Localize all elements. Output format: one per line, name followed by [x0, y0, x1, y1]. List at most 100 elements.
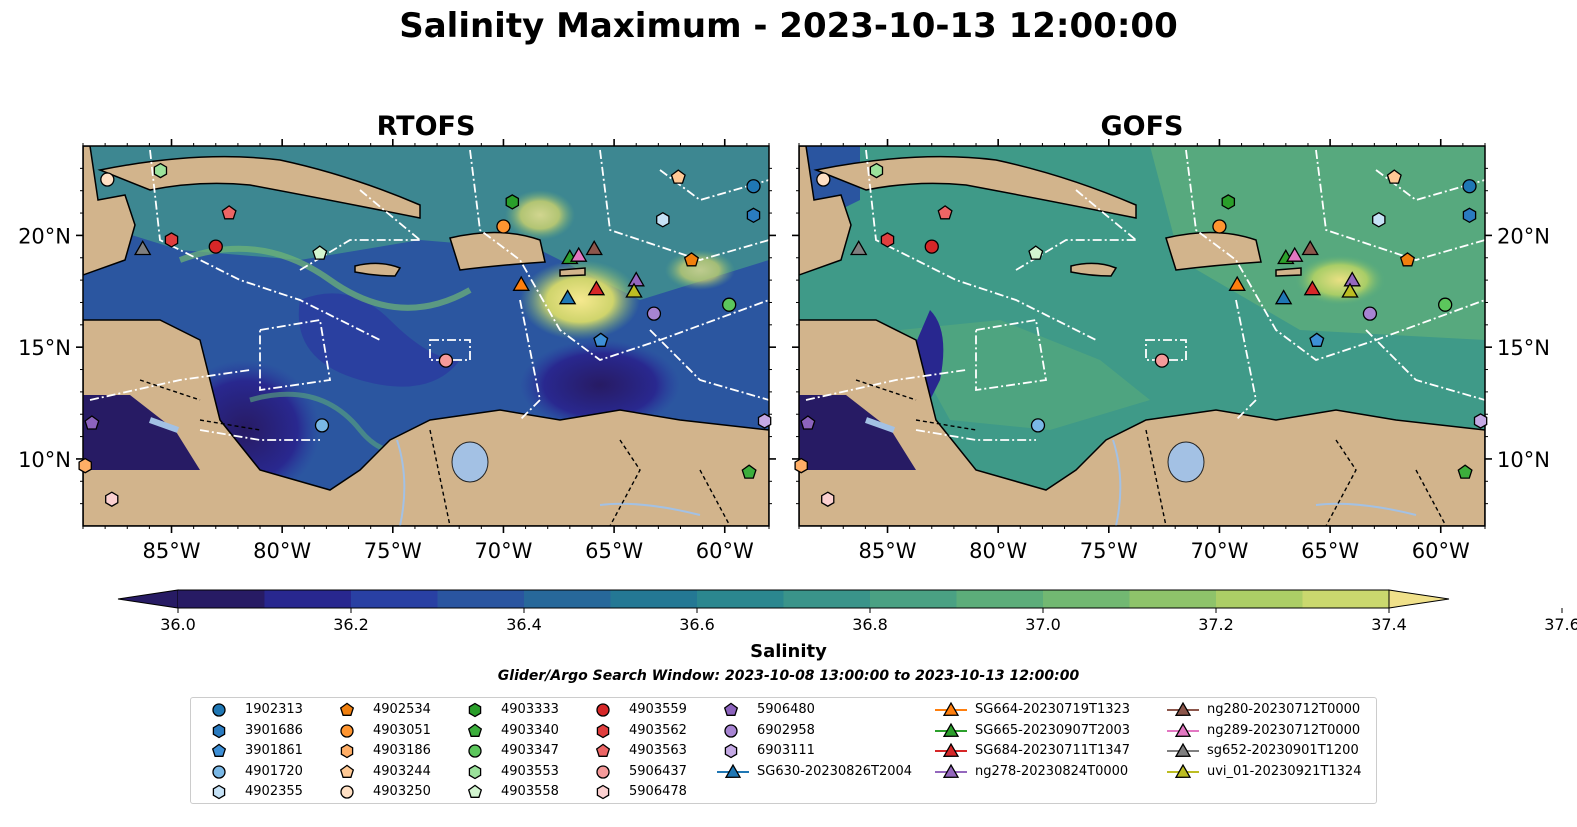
legend-hexagon-icon — [212, 723, 226, 738]
marker-sg664-20230719t1323-gofs — [1228, 275, 1246, 291]
panel-title-gofs: GOFS — [1100, 111, 1184, 142]
marker-4903563-rtofs — [221, 205, 237, 220]
legend-pentagon-icon — [339, 764, 355, 778]
legend-triangle-icon — [1174, 742, 1192, 757]
colorbar-tick-label: 36.4 — [506, 615, 542, 634]
marker-3901686-gofs — [1462, 207, 1477, 224]
legend-swatch — [212, 703, 226, 717]
marker-uvi_01-20230921t1324-rtofs — [625, 282, 643, 298]
colorbar-tick-label: 37.0 — [1025, 615, 1061, 634]
legend-swatch — [724, 743, 738, 759]
river — [396, 439, 406, 526]
legend-swatch — [468, 744, 482, 758]
colorbar-segment — [351, 590, 439, 608]
legend-swatch — [596, 703, 610, 717]
colorbar-segment — [697, 590, 785, 608]
marker-ng280-20230712t0000-rtofs — [585, 239, 603, 256]
legend-circle-icon — [212, 703, 226, 717]
marker-ng278-20230824t0000-rtofs — [627, 271, 645, 287]
marker-6902958-gofs — [1362, 306, 1378, 321]
marker-4902534-rtofs — [683, 252, 700, 267]
legend-label: 4903563 — [629, 743, 687, 758]
salinity-filament — [178, 245, 472, 311]
marker-4902355-rtofs — [656, 211, 670, 228]
legend-swatch — [340, 723, 354, 738]
high-salinity-patch — [520, 260, 640, 340]
ocean-field-central — [900, 320, 1150, 430]
colorbar-tick-label: 36.6 — [679, 615, 715, 634]
legend-swatch — [467, 784, 483, 798]
y-tick-label-right: 20°N — [1497, 224, 1550, 248]
lake-nicaragua — [864, 417, 896, 433]
colorbar-extend-max — [1388, 589, 1450, 609]
legend-label: 4903333 — [501, 702, 559, 717]
marker-4903559-gofs — [924, 239, 939, 254]
land-jamaica — [354, 262, 402, 277]
legend-swatch — [339, 702, 355, 716]
legend-swatch — [1167, 763, 1199, 778]
marker-4903244-rtofs — [670, 169, 686, 184]
legend-triangle-icon — [942, 722, 960, 737]
ocean-field-east — [1150, 146, 1485, 340]
marker-ng278-20230824t0000-gofs — [1343, 271, 1361, 287]
high-salinity-patch — [1295, 255, 1385, 305]
colorbar-segment — [264, 590, 352, 608]
x-tick-label-left: 85°W — [143, 539, 201, 563]
legend-hexagon-icon — [596, 723, 610, 738]
legend-circle-icon — [596, 764, 610, 779]
marker-4903051-rtofs — [496, 219, 511, 234]
legend-circle-icon — [340, 723, 354, 738]
colorbar-segment — [1129, 590, 1217, 608]
legend-swatch — [1167, 701, 1199, 716]
high-salinity-patch — [665, 250, 735, 290]
float-markers — [78, 162, 1488, 507]
land-puerto-rico — [559, 267, 586, 277]
legend-swatch — [723, 702, 739, 716]
marker-4903553-rtofs — [153, 162, 168, 179]
legend-label: 4902355 — [245, 784, 303, 799]
x-tick-label-right: 75°W — [1080, 539, 1138, 563]
colorbar-segment — [610, 590, 698, 608]
legend-label: 4903562 — [629, 722, 687, 738]
legend-swatch — [724, 723, 738, 738]
legend-label: ng289-20230712T0000 — [1207, 722, 1361, 738]
marker-5906478-rtofs — [105, 491, 119, 507]
x-tick-label-left: 75°W — [364, 539, 422, 563]
legend-swatch — [935, 742, 967, 757]
marker-4903558-gofs — [1028, 245, 1044, 260]
river — [1315, 502, 1417, 516]
colorbar-segment — [870, 590, 958, 608]
colorbar-tick-label: 37.6 — [1544, 615, 1577, 634]
legend-triangle-icon — [1174, 701, 1192, 716]
legend-swatch — [468, 764, 482, 779]
marker-4903340-gofs — [1457, 464, 1473, 479]
y-tick-label-left: 10°N — [18, 448, 71, 472]
colorbar-segment — [1043, 590, 1131, 608]
marker-4903562-rtofs — [164, 232, 179, 248]
pacific-ocean — [799, 395, 916, 470]
marker-4903559-rtofs — [208, 239, 223, 254]
marker-6903111-gofs — [1473, 413, 1488, 429]
rtofs-map — [83, 146, 769, 526]
gofs-map — [799, 146, 1485, 526]
legend-swatch — [468, 702, 482, 718]
legend-label: 5906437 — [629, 763, 687, 779]
country-borders — [139, 379, 731, 526]
colorbar-tick-label: 36.8 — [852, 615, 888, 634]
marker-4903340-rtofs — [741, 464, 757, 479]
marker-5906478-gofs — [821, 491, 835, 507]
high-salinity-patch — [505, 190, 575, 240]
colorbar-extend-min — [117, 589, 179, 609]
marker-sg630-20230826t2004-gofs — [1274, 289, 1293, 305]
x-tick-label-right: 60°W — [1412, 539, 1470, 563]
legend-label: 6903111 — [757, 743, 815, 758]
legend-label: 6902958 — [757, 722, 815, 738]
marker-4903347-rtofs — [722, 297, 737, 312]
marker-4903250-rtofs — [100, 172, 115, 187]
colorbar-segment — [437, 590, 525, 608]
marker-4901720-rtofs — [314, 418, 330, 433]
rtofs-frame — [82, 145, 770, 527]
marker-4903051-gofs — [1212, 219, 1227, 234]
legend-triangle-icon — [724, 763, 742, 778]
legend-label: 4903558 — [501, 784, 559, 799]
